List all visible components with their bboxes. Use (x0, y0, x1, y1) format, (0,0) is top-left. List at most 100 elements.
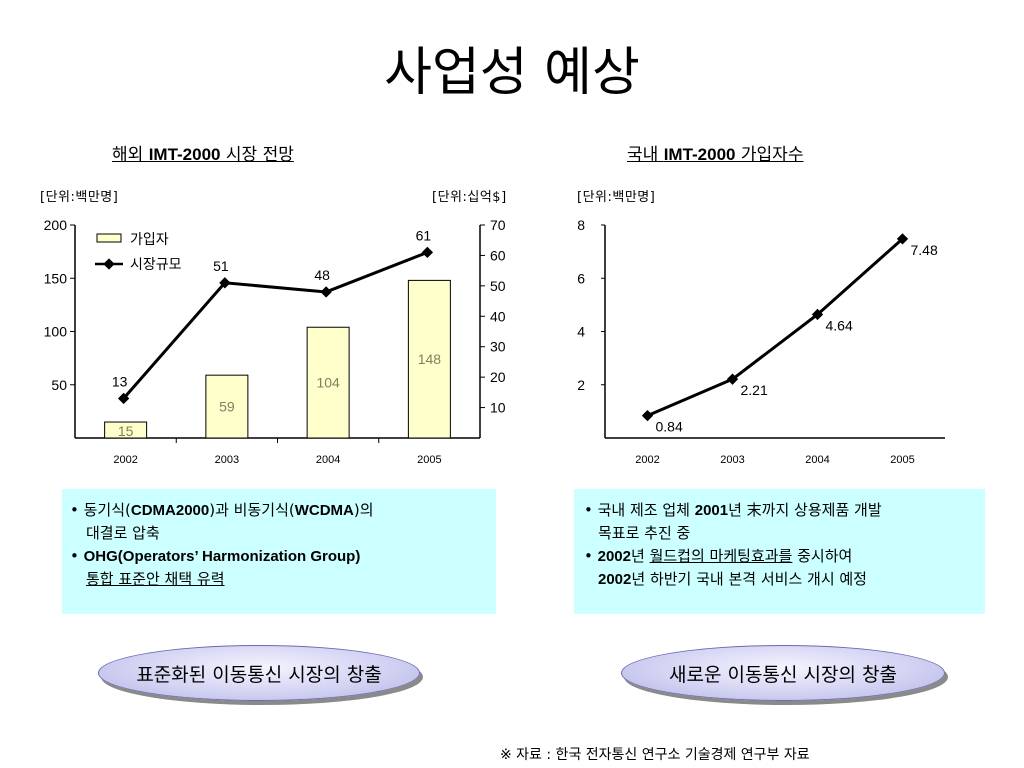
right-chart-title-post: 가입자수 (735, 145, 804, 165)
bar (306, 326, 350, 439)
y-tick-label: 2 (577, 377, 585, 393)
x-tick-label: 2002 (635, 454, 659, 466)
x-tick-label: 2004 (316, 454, 340, 466)
left-box-l1e: )의 (353, 501, 374, 519)
left-box-l3b: OHG(Operators’ Harmonization Group) (83, 548, 361, 565)
right-chart-unit: [단위:백만명] (577, 190, 656, 205)
left-conclusion-pill: 표준화된 이동통신 시장의 창출 (98, 645, 420, 701)
line-value-label: 7.48 (911, 242, 938, 258)
left-info-box: • 동기식(CDMA2000)과 비동기식(WCDMA)의 대결로 압축 • O… (62, 489, 496, 614)
line-value-label: 4.64 (826, 317, 853, 333)
right-y-tick-label: 30 (490, 339, 506, 355)
y-tick-label: 6 (577, 270, 585, 286)
right-info-box: • 국내 제조 업체 2001년 末까지 상용제품 개발 목표로 추진 중 • … (574, 489, 985, 614)
right-conclusion-pill: 새로운 이동통신 시장의 창출 (621, 645, 945, 701)
x-tick-label: 2003 (720, 454, 744, 466)
right-box-l1b: 2001 (694, 502, 729, 519)
y-tick-label: 8 (577, 217, 585, 233)
line-value-label: 0.84 (656, 419, 683, 435)
left-box-l1c: )과 비동기식( (209, 501, 295, 519)
market-size-line (122, 250, 428, 400)
x-tick-label: 2002 (113, 454, 137, 466)
line-value-label: 13 (112, 373, 128, 389)
left-box-line-4: 통합 표준안 채택 유력 (86, 570, 225, 588)
subscriber-line (646, 237, 904, 418)
left-chart-title-post: 시장 전망 (220, 145, 294, 165)
line-point (421, 246, 434, 259)
line-point (219, 277, 231, 289)
source-note: ※ 자료 : 한국 전자통신 연구소 기술경제 연구부 자료 (500, 747, 810, 763)
left-chart-unit-right: [단위:십억$] (432, 190, 507, 205)
right-box-line-3: • 2002년 월드컵의 마케팅효과를 중시하여 (584, 545, 977, 568)
line-value-label: 61 (416, 227, 432, 243)
right-box-l4b: 년 하반기 국내 본격 서비스 개시 예정 (631, 570, 867, 588)
left-box-line-3: • OHG(Operators’ Harmonization Group) (70, 545, 488, 568)
right-box-l3d: 월드컵의 마케팅효과를 (649, 547, 793, 565)
bar-value-label: 59 (219, 399, 235, 415)
line-point (117, 392, 130, 405)
right-chart-title-pre: 국내 (627, 145, 664, 165)
right-box-l3a: • (584, 547, 598, 565)
right-box-l1a: • 국내 제조 업체 (584, 501, 695, 519)
left-box-line-1: • 동기식(CDMA2000)과 비동기식(WCDMA)의 (70, 499, 488, 522)
right-y-tick-label: 60 (490, 247, 506, 263)
right-y-tick-label: 40 (490, 308, 506, 324)
left-chart: 50 100 150 200 10 20 30 40 50 60 70 2002 2003 2004 200… (44, 217, 506, 466)
legend-bar-swatch (96, 233, 122, 243)
x-tick-label: 2005 (890, 454, 914, 466)
right-box-l3b: 2002 (597, 548, 631, 565)
left-y-tick-label: 150 (44, 270, 68, 286)
bar-value-label: 148 (418, 351, 442, 367)
right-y-tick-label: 20 (490, 369, 506, 385)
y-tick-label: 4 (577, 324, 585, 340)
line-value-label: 51 (213, 258, 229, 274)
right-y-tick-label: 50 (490, 278, 506, 294)
right-box-l4a: 2002 (598, 571, 632, 588)
right-box-line-1: • 국내 제조 업체 2001년 末까지 상용제품 개발 (584, 499, 977, 522)
bar-value-label: 15 (118, 423, 134, 439)
right-box-l3e: 중시하여 (792, 547, 853, 565)
left-chart-title: 해외 IMT-2000 시장 전망 (112, 140, 294, 165)
left-box-l1d: WCDMA (294, 502, 354, 519)
right-chart-axes: 2 4 6 8 2002 2003 2004 2005 (577, 217, 945, 466)
line-point (726, 373, 739, 385)
bar-value-label: 104 (316, 375, 340, 391)
bar (407, 279, 451, 439)
left-chart-title-bold: IMT-2000 (148, 145, 221, 164)
right-y-tick-label: 70 (490, 217, 506, 233)
x-tick-label: 2005 (417, 454, 441, 466)
slide-title: 사업성 예상 (384, 43, 640, 103)
left-y-tick-label: 100 (44, 324, 68, 340)
line-value-label: 2.21 (741, 382, 768, 398)
line-value-label: 48 (314, 267, 330, 283)
right-y-tick-label: 10 (490, 400, 506, 416)
line-point (641, 409, 654, 422)
right-box-line-4: 2002년 하반기 국내 본격 서비스 개시 예정 (584, 568, 977, 591)
right-box-line-2: 목표로 추진 중 (598, 524, 691, 542)
line-point (320, 286, 332, 298)
right-chart-title-bold: IMT-2000 (663, 145, 736, 164)
right-chart-line: 0.84 2.21 4.64 7.48 (641, 233, 938, 435)
x-tick-label: 2004 (805, 454, 829, 466)
right-chart: 2 4 6 8 2002 2003 2004 2005 0.84 2.21 4.64 7.48 (577, 217, 945, 466)
left-chart-unit-left: [단위:백만명] (40, 190, 119, 205)
bar (104, 421, 148, 439)
legend-line-label: 시장규모 (130, 256, 182, 272)
left-box-line-2: 대결로 압축 (86, 524, 160, 542)
bar (205, 374, 249, 439)
left-chart-title-pre: 해외 (112, 145, 149, 165)
left-box-l1b: CDMA2000 (130, 502, 210, 519)
left-y-tick-label: 50 (51, 377, 67, 393)
right-box-l1c: 년 末까지 상용제품 개발 (728, 501, 882, 519)
left-chart-axes: 50 100 150 200 10 20 30 40 50 60 70 2002 2003 2004 200… (44, 217, 506, 466)
legend-bar-label: 가입자 (130, 231, 169, 247)
left-box-l3a: • (70, 547, 84, 565)
left-chart-bars: 15 59 104 148 (104, 279, 451, 439)
x-tick-label: 2003 (215, 454, 239, 466)
right-box-l3c: 년 (631, 547, 650, 565)
left-y-tick-label: 200 (44, 217, 68, 233)
left-box-l1a: • 동기식( (70, 501, 131, 519)
legend-line-marker (103, 258, 115, 270)
left-chart-line: 13 51 48 61 (112, 227, 434, 405)
